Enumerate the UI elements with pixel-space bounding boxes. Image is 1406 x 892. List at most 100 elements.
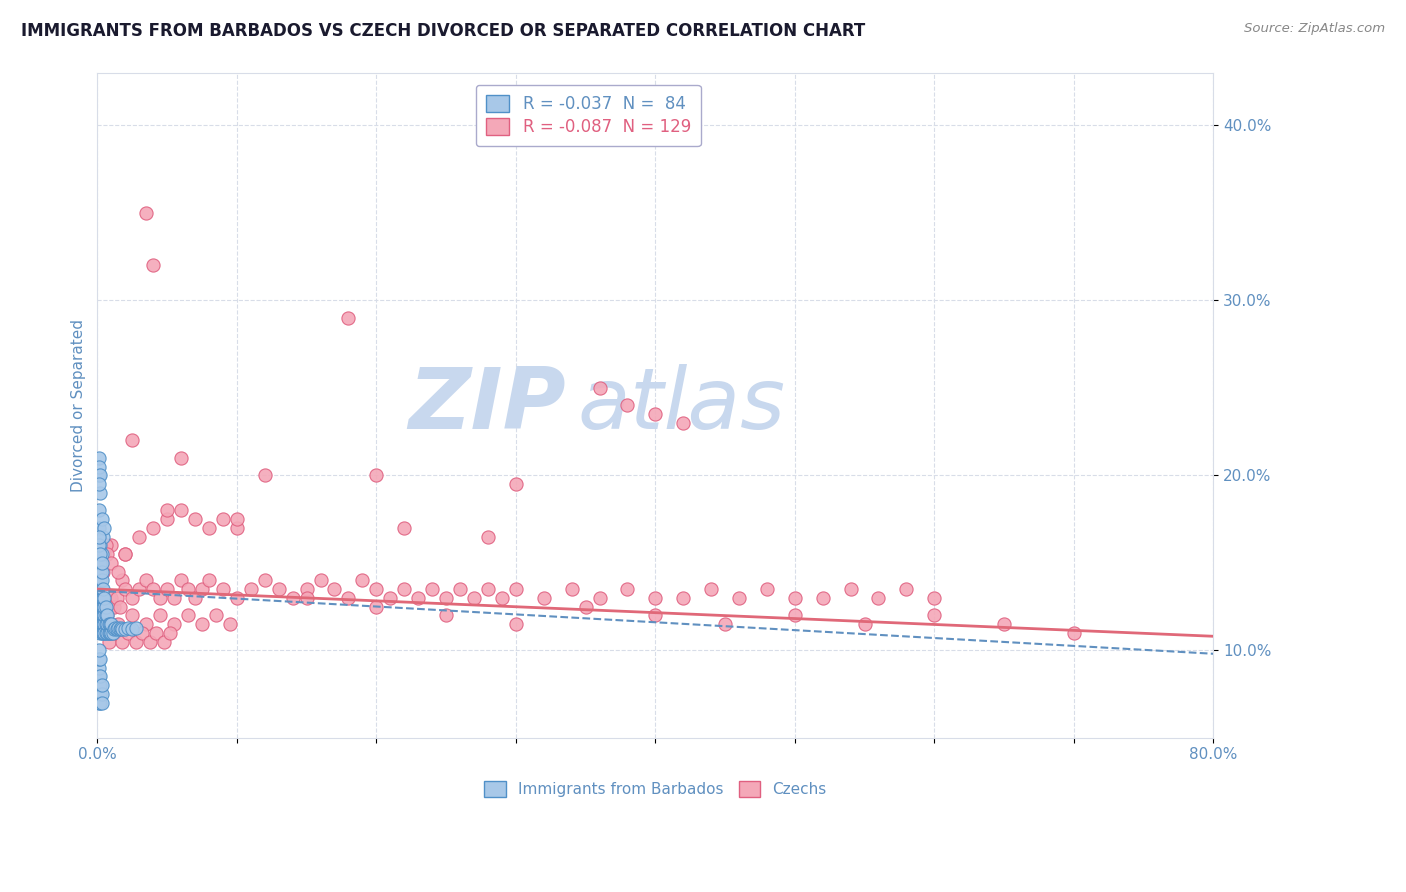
Point: [97, 591, 120, 605]
Point: [87, 582, 110, 596]
Point: [352, 574, 374, 588]
Point: [91, 625, 114, 640]
Point: [91, 591, 114, 605]
Point: [103, 599, 125, 614]
Point: [198, 521, 221, 535]
Point: [89, 468, 111, 483]
Point: [89, 617, 111, 632]
Point: [89, 652, 111, 666]
Point: [135, 617, 157, 632]
Point: [366, 599, 388, 614]
Point: [295, 591, 318, 605]
Point: [434, 591, 457, 605]
Point: [114, 547, 136, 561]
Point: [121, 622, 143, 636]
Point: [295, 582, 318, 596]
Point: [380, 591, 402, 605]
Point: [90, 687, 112, 701]
Point: [89, 591, 111, 605]
Point: [142, 259, 165, 273]
Point: [191, 617, 214, 632]
Point: [107, 617, 129, 632]
Point: [94, 625, 117, 640]
Point: [672, 416, 695, 430]
Point: [477, 530, 499, 544]
Legend: Immigrants from Barbados, Czechs: Immigrants from Barbados, Czechs: [478, 775, 832, 803]
Point: [89, 625, 111, 640]
Point: [108, 622, 131, 636]
Point: [93, 591, 115, 605]
Point: [90, 556, 112, 570]
Point: [135, 574, 157, 588]
Text: ZIP: ZIP: [408, 364, 567, 447]
Point: [644, 591, 666, 605]
Point: [253, 468, 276, 483]
Point: [111, 622, 134, 636]
Point: [89, 599, 111, 614]
Point: [218, 617, 240, 632]
Point: [561, 582, 583, 596]
Text: atlas: atlas: [578, 364, 785, 447]
Point: [87, 477, 110, 491]
Point: [90, 591, 112, 605]
Point: [853, 617, 876, 632]
Point: [205, 608, 228, 623]
Point: [94, 599, 117, 614]
Point: [117, 620, 139, 634]
Point: [89, 556, 111, 570]
Point: [323, 582, 346, 596]
Point: [811, 591, 834, 605]
Point: [170, 503, 193, 517]
Point: [89, 696, 111, 710]
Point: [91, 608, 114, 623]
Point: [163, 617, 186, 632]
Point: [281, 591, 304, 605]
Point: [156, 503, 179, 517]
Point: [125, 620, 148, 634]
Point: [87, 617, 110, 632]
Point: [366, 582, 388, 596]
Point: [477, 582, 499, 596]
Point: [89, 687, 111, 701]
Point: [89, 574, 111, 588]
Point: [91, 599, 114, 614]
Point: [87, 574, 110, 588]
Point: [90, 599, 112, 614]
Point: [91, 565, 114, 579]
Point: [131, 625, 153, 640]
Y-axis label: Divorced or Separated: Divorced or Separated: [72, 318, 86, 491]
Point: [91, 582, 114, 596]
Point: [1063, 625, 1085, 640]
Point: [96, 547, 118, 561]
Point: [142, 521, 165, 535]
Point: [728, 591, 751, 605]
Point: [491, 591, 513, 605]
Point: [89, 547, 111, 561]
Point: [87, 643, 110, 657]
Point: [90, 574, 112, 588]
Point: [90, 582, 112, 596]
Point: [394, 582, 416, 596]
Point: [121, 608, 143, 623]
Point: [90, 547, 112, 561]
Point: [156, 582, 179, 596]
Point: [87, 591, 110, 605]
Point: [87, 608, 110, 623]
Point: [87, 521, 110, 535]
Point: [337, 310, 360, 325]
Point: [94, 538, 117, 552]
Point: [156, 512, 179, 526]
Point: [87, 538, 110, 552]
Point: [96, 608, 118, 623]
Point: [505, 477, 527, 491]
Point: [121, 434, 143, 448]
Point: [89, 669, 111, 683]
Point: [96, 608, 118, 623]
Point: [107, 620, 129, 634]
Point: [90, 556, 112, 570]
Point: [184, 591, 207, 605]
Point: [90, 591, 112, 605]
Point: [98, 625, 121, 640]
Point: [87, 652, 110, 666]
Point: [98, 617, 121, 632]
